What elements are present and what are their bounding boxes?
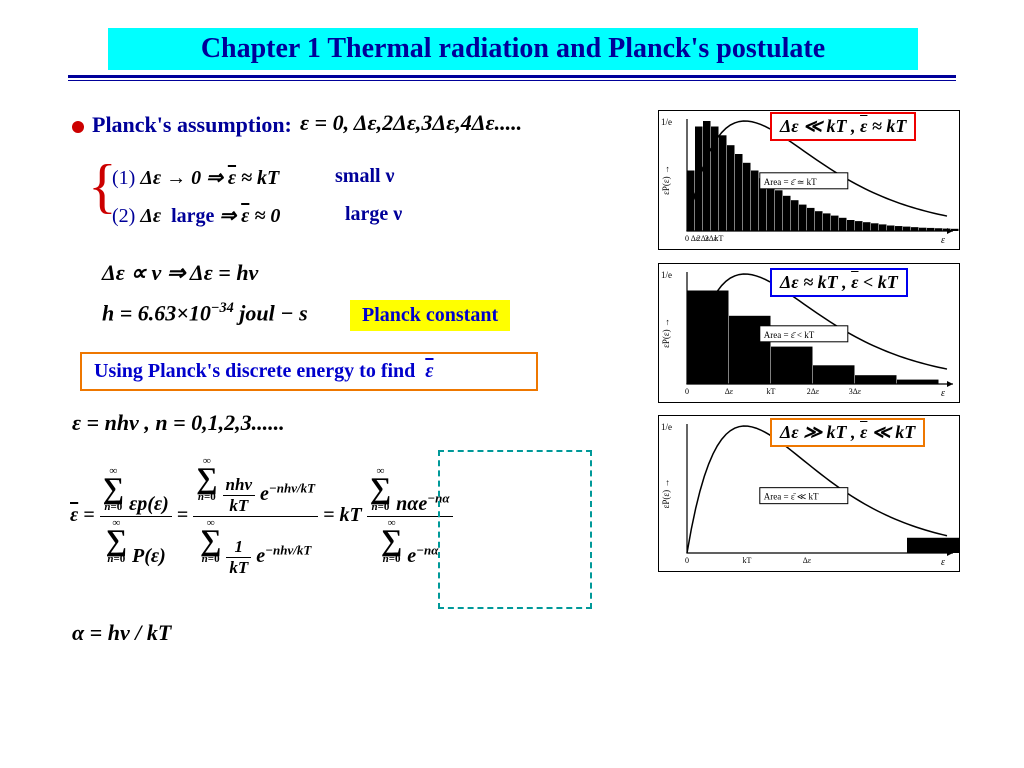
svg-text:1/e: 1/e <box>661 422 672 432</box>
small-nu-label: small ν <box>335 165 395 188</box>
result-highlight-box <box>438 450 592 609</box>
svg-text:ε: ε <box>941 388 945 399</box>
planck-h-value: h = 6.63×10−34 joul − s <box>102 300 308 326</box>
assumption-label: Planck's assumption: <box>92 112 292 137</box>
chapter-title: Chapter 1 Thermal radiation and Planck's… <box>201 33 825 65</box>
svg-text:Area = ε̄ < kT: Area = ε̄ < kT <box>764 330 815 340</box>
svg-text:εP(ε) →: εP(ε) → <box>661 479 671 509</box>
case2-num: (2) <box>112 205 135 227</box>
svg-text:Area = ε̄ ≃ kT: Area = ε̄ ≃ kT <box>764 177 817 187</box>
svg-text:Δε: Δε <box>803 556 812 565</box>
svg-text:2Δε: 2Δε <box>807 387 820 396</box>
chart1-condition: Δε ≪ kT , ε ≈ kT <box>770 112 916 141</box>
bullet-icon <box>72 121 84 133</box>
using-planck-box: Using Planck's discrete energy to find ε <box>80 352 538 391</box>
svg-text:0: 0 <box>685 556 689 565</box>
chart2-condition: Δε ≈ kT , ε < kT <box>770 268 908 297</box>
svg-text:0: 0 <box>685 234 689 243</box>
chart3-condition: Δε ≫ kT , ε ≪ kT <box>770 418 925 447</box>
svg-text:εP(ε) →: εP(ε) → <box>661 165 671 195</box>
case-1: (1) Δε → 0 ⇒ ε ≈ kT <box>112 165 279 190</box>
mean-energy-derivation: ε = ∞∑n=0 εp(ε) ∞∑n=0 P(ε) = ∞∑n=0 nhνkT… <box>70 455 453 578</box>
svg-text:3Δε: 3Δε <box>849 387 862 396</box>
svg-text:0: 0 <box>685 387 689 396</box>
svg-text:kT: kT <box>743 556 752 565</box>
svg-text:kT: kT <box>715 234 724 243</box>
svg-text:ε: ε <box>941 557 945 568</box>
delta-nu-equation: Δε ∝ ν ⇒ Δε = hν <box>102 260 258 286</box>
svg-text:1/e: 1/e <box>661 117 672 127</box>
planck-constant-label: Planck constant <box>350 300 510 331</box>
svg-text:kT: kT <box>767 387 776 396</box>
assumption-equation: ε = 0, Δε,2Δε,3Δε,4Δε..... <box>300 110 522 136</box>
alpha-definition: α = hν / kT <box>72 620 171 646</box>
svg-text:ε: ε <box>941 235 945 246</box>
title-rule <box>68 75 956 78</box>
case-2: (2) Δε large ⇒ ε ≈ 0 <box>112 203 280 228</box>
assumption-heading: Planck's assumption: <box>72 112 292 138</box>
svg-text:1/e: 1/e <box>661 270 672 280</box>
svg-text:Area = ε̄ ≪ kT: Area = ε̄ ≪ kT <box>764 492 819 502</box>
chapter-title-bar: Chapter 1 Thermal radiation and Planck's… <box>108 28 918 70</box>
svg-text:Δε: Δε <box>725 387 734 396</box>
title-rule-thin <box>68 80 956 81</box>
e-nhv-equation: ε = nhν , n = 0,1,2,3...... <box>72 410 285 436</box>
large-nu-label: large ν <box>345 203 402 226</box>
svg-text:εP(ε) →: εP(ε) → <box>661 318 671 348</box>
case1-num: (1) <box>112 167 135 189</box>
